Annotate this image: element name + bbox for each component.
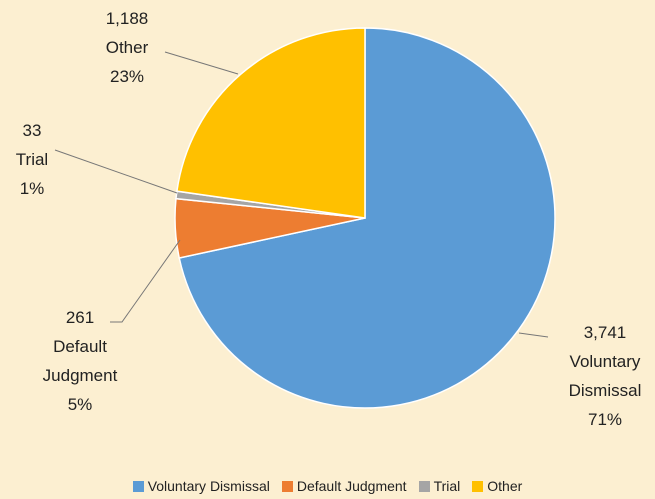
category-label: Default Judgment bbox=[42, 337, 118, 385]
percent-label: 5% bbox=[67, 395, 93, 414]
value-label: 1,188 bbox=[105, 9, 149, 28]
percent-label: 23% bbox=[109, 67, 145, 86]
data-label: 261 Default Judgment 5% bbox=[30, 303, 130, 419]
legend-label: Other bbox=[487, 478, 523, 494]
legend-swatch bbox=[132, 480, 144, 492]
category-label: Voluntary Dismissal bbox=[568, 352, 642, 400]
percent-label: 1% bbox=[19, 179, 45, 198]
legend-item: Other bbox=[472, 478, 522, 494]
value-label: 261 bbox=[65, 308, 95, 327]
data-label: 33 Trial 1% bbox=[0, 116, 64, 203]
legend-label: Trial bbox=[433, 478, 461, 494]
legend-swatch bbox=[472, 480, 484, 492]
leader-line bbox=[54, 149, 178, 194]
category-label: Other bbox=[105, 38, 149, 57]
pie-slice bbox=[178, 27, 556, 409]
category-label: Trial bbox=[15, 150, 49, 169]
leader-line bbox=[110, 239, 181, 323]
percent-label: 71% bbox=[587, 410, 623, 429]
legend-swatch bbox=[281, 480, 293, 492]
leader-line bbox=[164, 51, 239, 75]
leader-line bbox=[518, 332, 549, 338]
legend: Voluntary Dismissal Default Judgment Trial… bbox=[0, 478, 655, 494]
data-label: 3,741 Voluntary Dismissal 71% bbox=[553, 318, 655, 434]
legend-item: Voluntary Dismissal bbox=[132, 478, 270, 494]
legend-label: Default Judgment bbox=[296, 478, 407, 494]
legend-item: Trial bbox=[418, 478, 461, 494]
legend-item: Default Judgment bbox=[281, 478, 407, 494]
legend-swatch bbox=[418, 480, 430, 492]
legend-label: Voluntary Dismissal bbox=[147, 478, 270, 494]
pie-slice bbox=[176, 27, 366, 219]
data-label: 1,188 Other 23% bbox=[80, 4, 174, 91]
value-label: 3,741 bbox=[583, 323, 627, 342]
value-label: 33 bbox=[22, 121, 42, 140]
